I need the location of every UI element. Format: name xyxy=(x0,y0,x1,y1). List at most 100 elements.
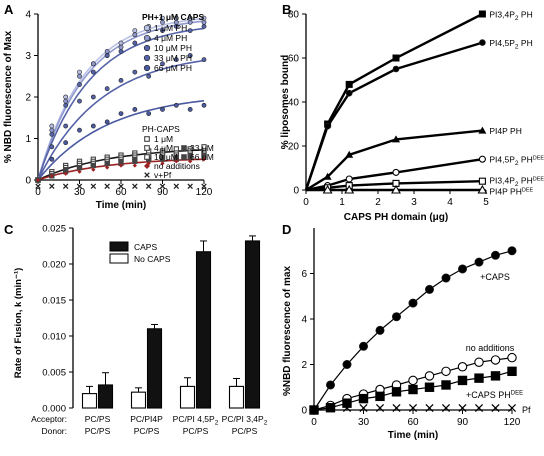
donor-label: PC/PS xyxy=(134,426,160,436)
data-point xyxy=(187,19,193,25)
data-point xyxy=(132,40,138,46)
bar xyxy=(97,384,114,409)
data-point xyxy=(76,164,83,171)
data-point xyxy=(201,57,207,63)
y-tick-label: 4 xyxy=(25,10,31,21)
data-point xyxy=(474,357,484,367)
data-point xyxy=(49,144,55,150)
data-point xyxy=(105,165,110,170)
data-point xyxy=(132,28,138,33)
series-label: Pf xyxy=(522,405,531,415)
data-point xyxy=(491,403,500,413)
data-point xyxy=(478,155,486,163)
data-point xyxy=(174,159,179,164)
data-point xyxy=(474,403,484,413)
x-tick-label: 60 xyxy=(115,187,127,198)
x-tick-label: 3 xyxy=(411,197,417,208)
y-tick-label: 0 xyxy=(25,176,31,187)
acceptor-row-label: Acceptor: xyxy=(31,414,67,424)
data-point xyxy=(201,183,207,189)
data-point xyxy=(392,135,400,143)
data-point xyxy=(392,403,401,413)
data-point xyxy=(457,375,468,386)
data-point xyxy=(187,183,193,189)
series-label: +CAPS PHDEE xyxy=(466,390,523,400)
data-point xyxy=(490,250,500,260)
data-point xyxy=(63,102,69,108)
data-point xyxy=(441,403,451,413)
data-point xyxy=(35,177,41,183)
data-point xyxy=(344,184,355,194)
legend-marker xyxy=(181,145,187,151)
data-point xyxy=(63,140,69,146)
data-point xyxy=(77,127,82,133)
data-point xyxy=(132,69,138,75)
data-point xyxy=(345,80,353,88)
data-point xyxy=(342,403,352,413)
data-point xyxy=(425,403,434,413)
legend-marker xyxy=(143,24,151,32)
legend-label: no additions xyxy=(154,161,200,171)
x-tick-label: 60 xyxy=(407,417,419,428)
data-point xyxy=(132,163,137,168)
data-point xyxy=(201,102,207,108)
data-point xyxy=(342,359,352,369)
legend-label: 10 μM PH xyxy=(154,43,192,53)
data-point xyxy=(345,89,353,97)
panel-letter-d: D xyxy=(282,222,291,237)
data-point xyxy=(490,371,501,381)
donor-label: PC/PS xyxy=(232,426,258,436)
legend-marker xyxy=(143,34,151,42)
data-point xyxy=(326,403,335,413)
data-point xyxy=(201,24,207,29)
data-point xyxy=(173,146,179,152)
y-tick-label: 0.005 xyxy=(42,368,66,379)
data-point xyxy=(173,57,179,63)
donor-row-label: Donor: xyxy=(41,426,67,436)
legend-label: 4 μM xyxy=(154,143,173,153)
y-tick-label: 80 xyxy=(288,10,300,21)
data-point xyxy=(325,380,335,390)
data-point xyxy=(441,380,451,390)
data-point xyxy=(118,163,124,168)
data-point xyxy=(49,123,55,129)
data-point xyxy=(49,173,54,178)
y-axis-title: % liposomes bound xyxy=(280,55,291,149)
data-point xyxy=(187,53,193,58)
data-point xyxy=(408,403,418,413)
data-point xyxy=(62,183,69,189)
series-label: PI4,5P2 PHDEE xyxy=(489,155,544,168)
data-point xyxy=(507,246,517,256)
data-point xyxy=(324,122,331,130)
x-tick-label: 30 xyxy=(74,187,86,198)
data-point xyxy=(408,384,418,395)
data-point xyxy=(146,111,152,116)
fit-curve xyxy=(37,59,205,181)
data-point xyxy=(201,157,207,162)
legend-title: PH-CAPS xyxy=(142,124,180,134)
data-point xyxy=(132,32,138,38)
x-tick-label: 0 xyxy=(35,187,41,198)
data-point xyxy=(104,53,110,58)
legend-marker xyxy=(143,54,151,62)
data-point xyxy=(159,183,166,189)
bar xyxy=(179,385,196,409)
x-tick-label: 0 xyxy=(303,197,309,208)
y-tick-label: 60 xyxy=(288,54,300,65)
y-axis-title: % NBD fluorescence of Max xyxy=(3,30,14,163)
y-tick-label: 3 xyxy=(25,51,31,62)
data-point xyxy=(104,183,110,189)
data-point xyxy=(90,162,96,169)
data-point xyxy=(478,10,486,18)
series-label: PI3,4P2 PHDEE xyxy=(489,176,544,189)
data-point xyxy=(477,184,488,194)
data-point xyxy=(77,169,82,174)
data-point xyxy=(173,24,179,29)
data-point xyxy=(104,48,110,54)
bar xyxy=(81,393,98,409)
data-point xyxy=(90,183,97,189)
legend-label: 1 μM PH xyxy=(154,23,187,33)
series-label: PI4P PH xyxy=(489,126,521,136)
data-point xyxy=(173,183,180,189)
